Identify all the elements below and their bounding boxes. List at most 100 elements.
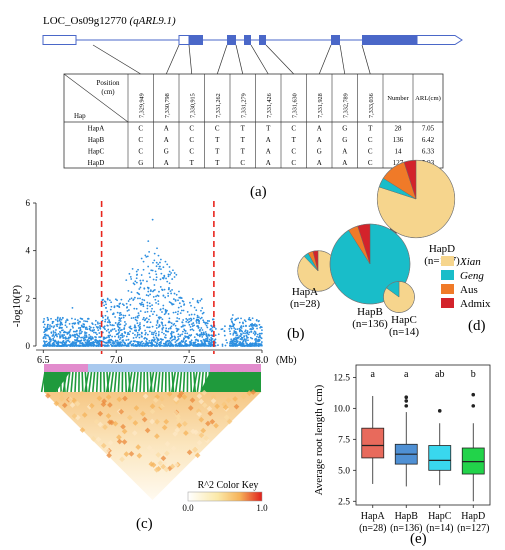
manhattan-point — [153, 259, 156, 262]
manhattan-point — [106, 316, 109, 319]
table-cell-allele: C — [215, 124, 220, 132]
manhattan-point — [164, 343, 167, 345]
ld-cell — [207, 410, 214, 417]
ld-cell — [154, 433, 160, 440]
manhattan-point — [114, 298, 117, 301]
manhattan-point — [140, 341, 142, 344]
ld-cell — [116, 438, 123, 445]
manhattan-point — [188, 323, 191, 326]
manhattan-point — [176, 317, 179, 319]
manhattan-point — [168, 270, 171, 273]
manhattan-point — [138, 345, 140, 347]
manhattan-point — [60, 318, 63, 321]
manhattan-point — [223, 334, 226, 337]
manhattan-point — [78, 345, 81, 347]
ld-cell — [149, 403, 156, 410]
table-position-label: 7,331,262 — [215, 93, 222, 118]
manhattan-point — [140, 274, 143, 276]
ld-cell — [160, 455, 167, 462]
manhattan-point — [167, 342, 170, 345]
panel-label-a: (a) — [250, 184, 267, 200]
panel-label-b: (b) — [287, 326, 305, 342]
ld-cell — [149, 408, 156, 415]
manhattan-point — [138, 288, 141, 290]
manhattan-point — [143, 324, 145, 327]
manhattan-point — [96, 333, 98, 336]
manhattan-point — [191, 323, 193, 326]
manhattan-point — [52, 330, 55, 333]
manhattan-point — [143, 337, 146, 340]
manhattan-point — [178, 302, 181, 305]
manhattan-point — [75, 333, 78, 335]
ld-cell — [142, 393, 149, 400]
manhattan-point — [168, 317, 171, 320]
manhattan-point — [148, 272, 151, 275]
manhattan-point — [197, 316, 200, 319]
table-position-label: 7,329,949 — [138, 93, 145, 118]
manhattan-point — [164, 296, 167, 299]
manhattan-point — [120, 313, 123, 316]
manhattan-point — [204, 323, 207, 325]
table-row: HapC C G C T T A C G A C 14 6.33 — [88, 147, 435, 155]
manhattan-point — [251, 322, 253, 325]
manhattan-point — [152, 340, 155, 342]
boxplot-xtick-label: HapC — [428, 511, 452, 522]
ld-cell — [225, 397, 232, 403]
manhattan-point — [119, 323, 122, 326]
manhattan-point — [136, 315, 139, 318]
manhattan-point — [64, 343, 67, 346]
table-arl-header: ARL(cm) — [415, 95, 441, 102]
manhattan-point — [256, 335, 258, 338]
ld-cell — [157, 460, 164, 466]
manhattan-point — [164, 308, 167, 311]
manhattan-point — [104, 301, 107, 303]
manhattan-point — [136, 333, 139, 336]
manhattan-point — [240, 325, 243, 327]
manhattan-point — [183, 345, 186, 347]
box-hapc: ab HapC(n=14) — [426, 369, 453, 534]
table-cell-allele: A — [317, 159, 322, 167]
manhattan-point — [203, 340, 206, 343]
manhattan-point — [77, 327, 80, 329]
manhattan-point — [141, 301, 143, 304]
manhattan-point — [140, 344, 143, 347]
legend-swatch-xian — [441, 256, 454, 266]
manhattan-point — [193, 306, 196, 309]
manhattan-point — [153, 310, 156, 313]
manhattan-point — [94, 331, 97, 334]
manhattan-point — [97, 344, 99, 347]
manhattan-point — [111, 339, 114, 342]
table-row-hap: HapC — [88, 147, 105, 155]
manhattan-point — [123, 321, 126, 323]
manhattan-point — [155, 279, 158, 281]
manhattan-point — [44, 337, 47, 340]
manhattan-point — [95, 345, 98, 347]
manhattan-point — [83, 336, 85, 338]
manhattan-point — [153, 338, 156, 341]
manhattan-point — [238, 327, 241, 330]
manhattan-point — [99, 322, 101, 325]
manhattan-point — [43, 335, 46, 338]
legend-swatch-aus — [441, 284, 454, 294]
manhattan-point — [185, 317, 188, 320]
manhattan-point — [60, 329, 63, 332]
manhattan-point — [224, 344, 227, 347]
manhattan-point — [125, 323, 127, 325]
manhattan-point — [234, 328, 237, 331]
manhattan-point — [162, 266, 165, 269]
manhattan-point — [256, 327, 258, 330]
manhattan-point — [191, 298, 194, 300]
manhattan-point — [71, 325, 74, 328]
ld-cell — [198, 432, 205, 439]
manhattan-point — [172, 269, 174, 272]
ld-cell — [164, 450, 170, 457]
manhattan-point — [172, 338, 175, 341]
ld-cell — [155, 452, 162, 458]
manhattan-point — [153, 344, 156, 346]
manhattan-point — [70, 317, 73, 320]
manhattan-point — [50, 344, 53, 347]
manhattan-point — [162, 304, 165, 307]
manhattan-point — [134, 280, 137, 283]
snp-connector — [361, 44, 371, 75]
manhattan-point — [184, 332, 187, 335]
